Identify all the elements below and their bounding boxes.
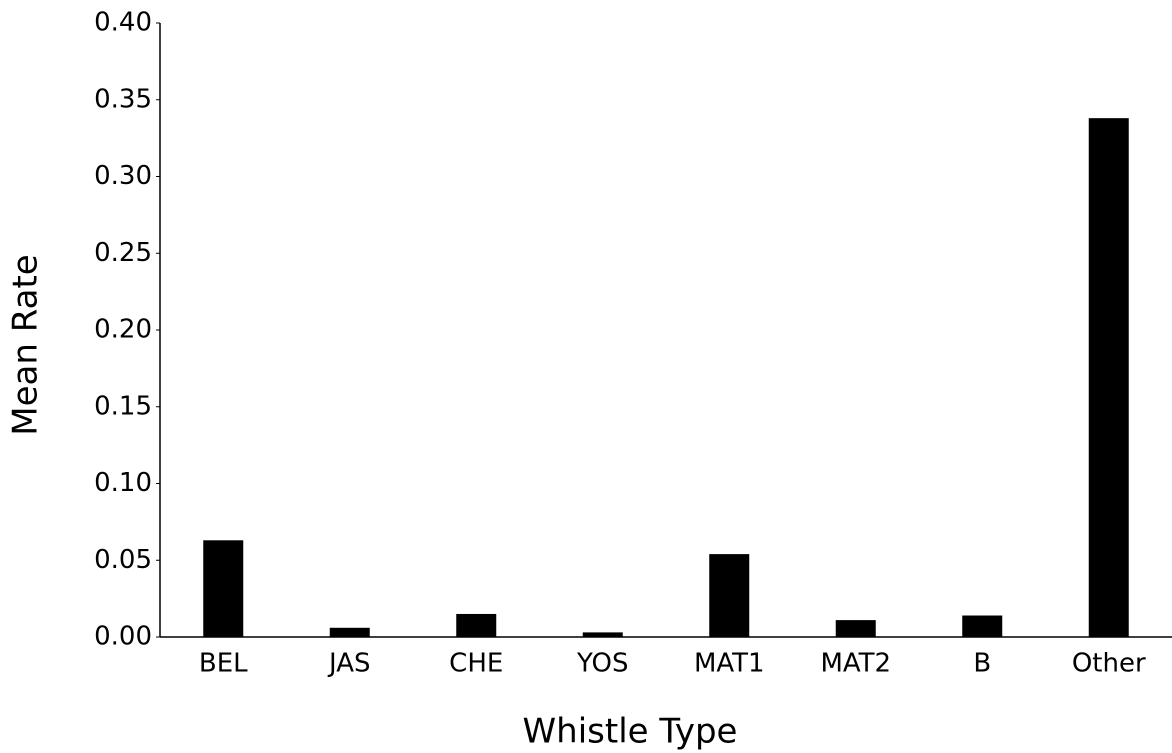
y-tick-label: 0.10 [94, 468, 152, 498]
x-tick-label: B [973, 649, 991, 679]
bar [456, 613, 497, 637]
y-tick-label: 0.20 [94, 315, 152, 345]
y-tick-label: 0.15 [94, 391, 152, 421]
x-tick-label: MAT1 [694, 649, 765, 679]
bar [709, 554, 750, 637]
bar [329, 627, 370, 637]
y-tick-label: 0.25 [94, 238, 152, 268]
y-tick-label: 0.40 [94, 8, 152, 38]
y-tick-label: 0.30 [94, 161, 152, 191]
y-tick-label: 0.00 [94, 622, 152, 652]
x-tick-label: CHE [449, 649, 503, 679]
x-tick-label: YOS [576, 649, 628, 679]
bar [203, 540, 244, 637]
x-tick-label: Other [1072, 649, 1146, 679]
bar [582, 632, 623, 637]
x-tick-label: JAS [327, 649, 371, 679]
x-tick-label: BEL [199, 649, 248, 679]
bar [1088, 118, 1129, 638]
y-axis-title: Mean Rate [6, 254, 46, 435]
y-tick-label: 0.35 [94, 84, 152, 114]
x-tick-label: MAT2 [820, 649, 891, 679]
y-tick-label: 0.05 [94, 545, 152, 575]
bar [962, 615, 1003, 637]
bar [835, 620, 876, 637]
x-axis-title: Whistle Type [523, 712, 738, 752]
